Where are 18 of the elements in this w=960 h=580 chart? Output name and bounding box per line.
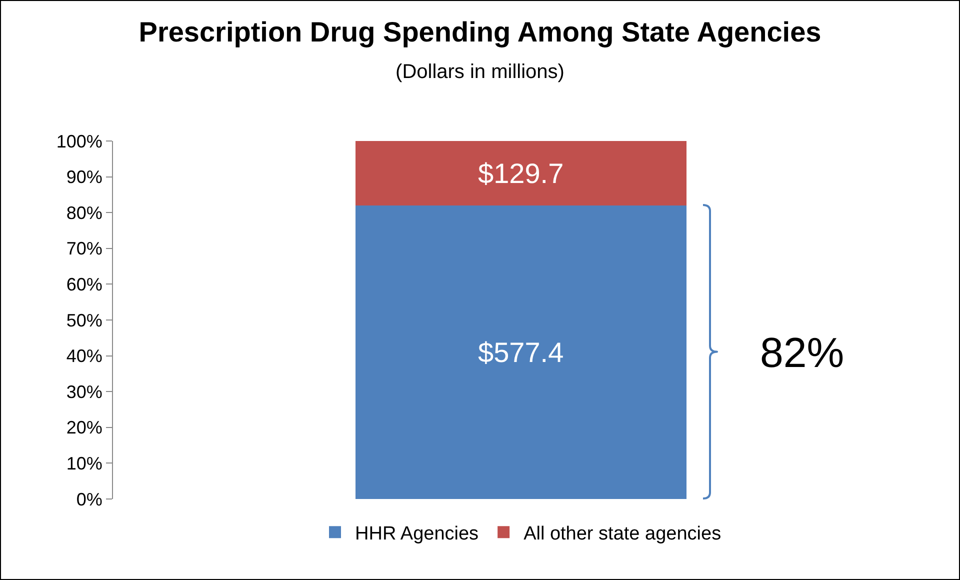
annotation: $577.4 xyxy=(478,337,564,368)
y-tick-label: 0% xyxy=(76,489,102,510)
legend-label: HHR Agencies xyxy=(355,524,479,545)
y-tick-label: 70% xyxy=(66,238,102,259)
y-tick-label: 80% xyxy=(66,202,102,223)
y-tick-label: 40% xyxy=(66,346,102,366)
y-tick-label: 90% xyxy=(66,167,102,188)
y-tick-label: 60% xyxy=(66,274,102,294)
text: 82% xyxy=(760,329,844,376)
chart-title: Prescription Drug Spending Among State Agencies xyxy=(138,16,822,48)
y-tick-label: 100% xyxy=(56,131,102,152)
annotation: $129.7 xyxy=(478,158,564,189)
chart-subtitle: (Dollars in millions) xyxy=(396,60,564,83)
legend-label: All other state agencies xyxy=(524,524,722,545)
y-tick-label: 30% xyxy=(66,382,102,402)
y-tick-label: 50% xyxy=(66,310,102,330)
y-tick-label: 20% xyxy=(66,418,102,438)
y-tick-label: 10% xyxy=(66,454,102,474)
